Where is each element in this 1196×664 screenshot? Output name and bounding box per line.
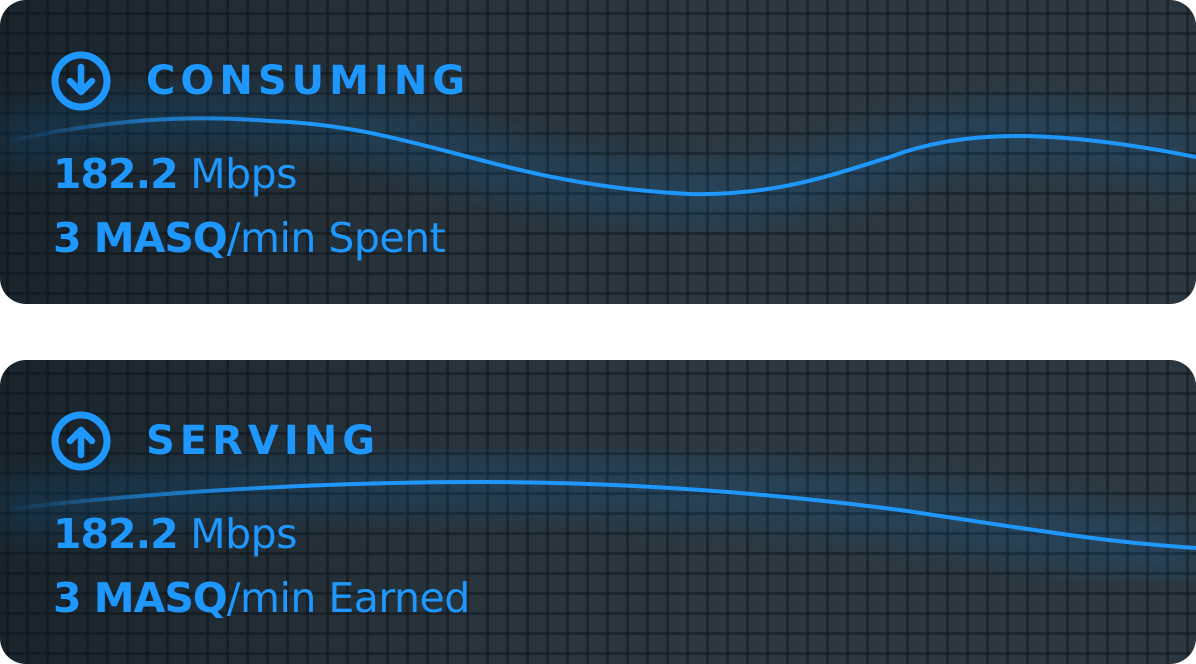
serving-rate: 3 MASQ/min Earned [53, 574, 470, 622]
consuming-traffic-wave [0, 88, 1196, 225]
serving-speed: 182.2 Mbps [53, 510, 298, 558]
consuming-title: CONSUMING [146, 58, 471, 104]
consuming-speed: 182.2 Mbps [53, 150, 298, 198]
arrow-up-circle-icon [51, 411, 111, 471]
serving-title: SERVING [146, 418, 381, 464]
serving-speed-unit: Mbps [177, 510, 298, 558]
serving-rate-value: 3 MASQ [53, 574, 228, 622]
consuming-speed-value: 182.2 [53, 150, 179, 198]
serving-header: SERVING [50, 410, 380, 472]
consuming-speed-unit: Mbps [177, 150, 298, 198]
arrow-down-circle-icon [51, 51, 111, 111]
consuming-rate-suffix: /min Spent [226, 214, 446, 262]
consuming-rate: 3 MASQ/min Spent [53, 214, 446, 262]
serving-card: SERVING 182.2 Mbps 3 MASQ/min Earned [0, 360, 1196, 664]
consuming-rate-value: 3 MASQ [53, 214, 228, 262]
serving-traffic-wave [0, 451, 1196, 578]
consuming-card: CONSUMING 182.2 Mbps 3 MASQ/min Spent [0, 0, 1196, 304]
serving-speed-value: 182.2 [53, 510, 179, 558]
consuming-header: CONSUMING [50, 50, 470, 112]
serving-rate-suffix: /min Earned [226, 574, 471, 622]
